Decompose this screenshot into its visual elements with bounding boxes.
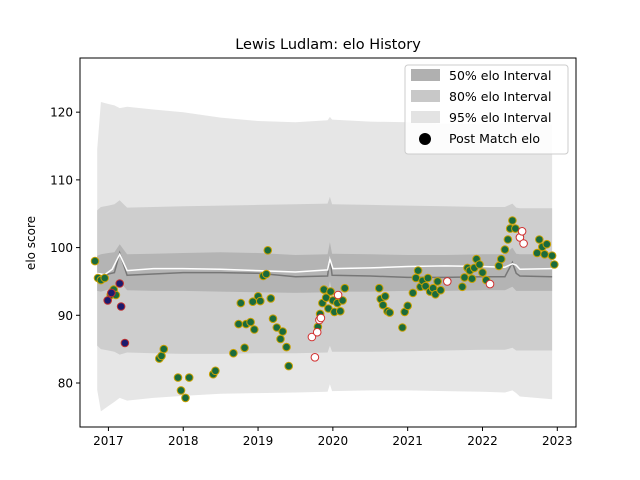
post-match-point-green-win: [250, 325, 259, 334]
post-match-point-green-win: [500, 245, 510, 254]
post-match-point-green-win: [340, 283, 350, 293]
post-match-point-green-win: [496, 254, 506, 264]
y-tick-label: 120: [50, 106, 73, 120]
band-center-line: [96, 250, 553, 280]
post-match-point-green-win: [408, 288, 418, 298]
post-match-point-green-win: [181, 393, 190, 403]
legend-label-80: 80% elo Interval: [449, 89, 551, 104]
post-match-point-white-loss: [333, 290, 343, 300]
legend-swatch-50: [411, 69, 440, 81]
plot-frame: [79, 57, 577, 428]
post-match-point-green-win: [423, 273, 433, 283]
post-match-point-green-win: [236, 298, 246, 308]
post-match-point-green-win: [547, 251, 557, 260]
post-match-point-green-win: [542, 239, 552, 249]
x-tick-label: 2023: [542, 434, 573, 448]
post-match-point-green-win: [326, 287, 335, 296]
legend-swatch-80: [411, 90, 440, 102]
post-match-point-green-win: [282, 342, 291, 352]
y-tick-label: 80: [58, 376, 73, 390]
post-match-point-green-win: [211, 366, 220, 376]
post-match-point-green-win: [278, 327, 288, 336]
post-match-point-green-win: [184, 373, 194, 382]
post-match-point-green-win: [336, 306, 345, 316]
post-match-point-green-win: [246, 317, 255, 327]
y-tick-label: 110: [50, 173, 73, 187]
x-tick-label: 2018: [168, 434, 199, 448]
post-match-point-navy: [103, 296, 112, 305]
post-match-point-green-win: [378, 300, 388, 310]
post-match-elo-points: [90, 216, 559, 403]
post-match-point-green-win: [176, 386, 186, 395]
chart-title: Lewis Ludlam: elo History: [235, 37, 421, 53]
expected-elo-line: [97, 252, 553, 276]
legend-swatch-95: [411, 111, 440, 123]
post-match-point-navy: [115, 279, 124, 288]
post-match-point-green-win: [385, 308, 395, 317]
post-match-point-green-win: [467, 274, 477, 284]
legend-marker-post-match: [419, 133, 431, 145]
post-match-point-white-loss: [312, 327, 322, 337]
post-match-point-white-loss: [310, 353, 320, 362]
post-match-point-white-loss: [316, 313, 326, 323]
post-match-point-green-win: [268, 314, 278, 324]
post-match-point-green-win: [460, 273, 469, 282]
post-match-point-navy: [116, 302, 126, 311]
post-match-point-green-win: [398, 323, 407, 332]
post-match-point-green-win: [256, 296, 265, 306]
x-tick-label: 2021: [392, 434, 423, 448]
post-match-point-green-win: [436, 285, 445, 295]
post-match-point-green-win: [475, 260, 484, 269]
y-tick-label: 90: [58, 309, 73, 323]
x-axis: 2017 2018 2019 2020 2021 2022 2023: [93, 427, 573, 448]
post-match-point-green-win: [478, 268, 487, 277]
y-tick-label: 100: [50, 241, 73, 255]
post-match-point-green-win: [234, 319, 243, 329]
post-match-point-green-win: [338, 296, 347, 305]
post-match-point-green-win: [535, 235, 544, 244]
post-match-point-green-win: [240, 343, 249, 353]
post-match-point-green-win: [272, 323, 282, 332]
post-match-point-white-loss: [485, 279, 495, 289]
post-match-point-green-win: [159, 344, 169, 354]
post-match-point-green-win: [550, 260, 559, 269]
post-match-point-green-win: [374, 283, 384, 293]
x-tick-label: 2017: [93, 434, 124, 448]
legend-label-95: 95% elo Interval: [449, 110, 551, 125]
post-match-point-white-loss: [443, 277, 452, 286]
post-match-point-green-win: [266, 294, 276, 303]
post-match-point-green-win: [413, 266, 423, 275]
legend-label-50: 50% elo Interval: [449, 68, 551, 83]
legend-frame: [404, 64, 569, 155]
y-axis-label: elo score: [24, 216, 38, 270]
post-match-point-green-win: [433, 277, 442, 286]
post-match-point-green-win: [458, 282, 467, 292]
post-match-point-green-win: [380, 292, 390, 301]
post-match-point-white-loss: [307, 332, 317, 342]
legend: 50% elo Interval 80% elo Interval 95% el…: [404, 64, 569, 155]
post-match-point-green-win: [540, 250, 549, 259]
post-match-point-green-win: [262, 269, 271, 279]
x-tick-label: 2020: [318, 434, 349, 448]
x-tick-label: 2019: [243, 434, 274, 448]
post-match-point-green-win: [100, 273, 109, 283]
post-match-point-green-win: [229, 348, 238, 358]
y-axis: 80 90 100 110 120: [50, 106, 80, 390]
post-match-point-white-loss: [519, 239, 528, 248]
post-match-point-green-win: [173, 373, 183, 382]
post-match-point-green-win: [263, 246, 273, 255]
post-match-point-navy: [120, 338, 130, 348]
post-match-point-green-win: [276, 334, 285, 344]
x-tick-label: 2022: [467, 434, 498, 448]
post-match-point-green-win: [508, 216, 517, 225]
post-match-point-navy: [107, 288, 116, 298]
post-match-point-green-win: [503, 235, 513, 244]
post-match-point-green-win: [403, 301, 413, 311]
elo-interval-bands: [96, 102, 553, 412]
post-match-point-green-win: [90, 256, 100, 266]
post-match-point-green-win: [284, 361, 294, 371]
legend-label-post-match: Post Match elo: [449, 131, 540, 146]
post-match-point-white-loss: [517, 227, 527, 236]
